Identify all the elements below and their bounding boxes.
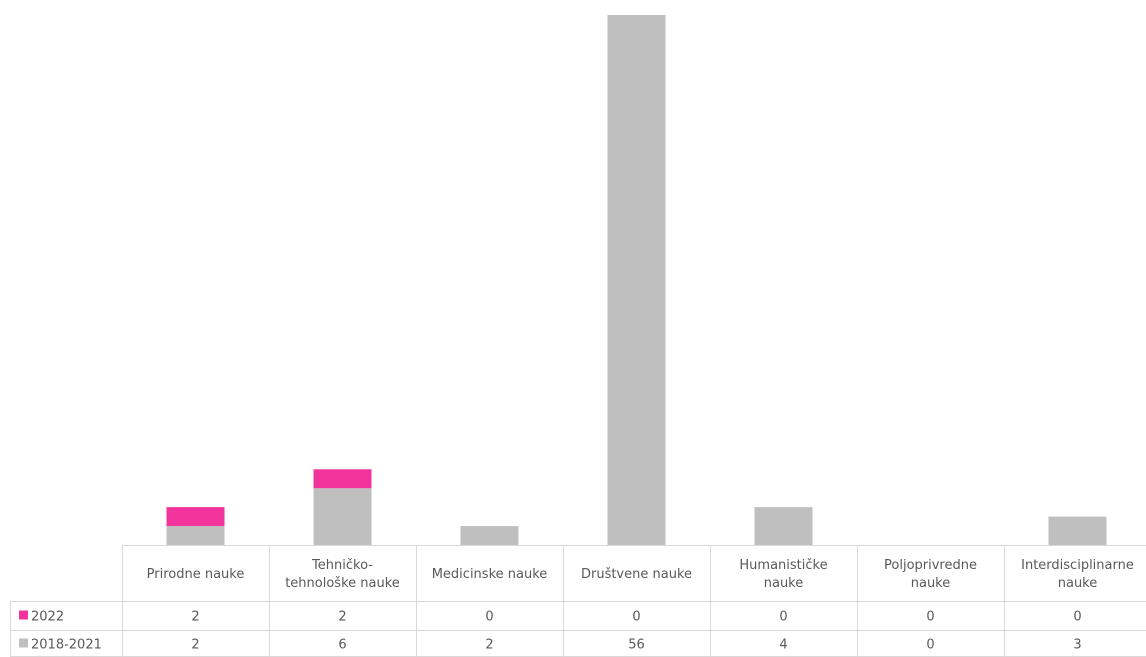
category-label: nauke [911, 576, 951, 591]
bar-2018-2021-1 [313, 488, 372, 545]
series-label: 2018-2021 [31, 638, 102, 653]
data-label-2022-4: 0 [779, 610, 787, 625]
data-label-2018-2021-3: 56 [628, 638, 645, 653]
bar-2022-0 [166, 507, 225, 527]
bar-2018-2021-6 [1048, 516, 1107, 545]
data-table: Prirodne nauke Tehničko-tehnološke nauke M… [10, 545, 1146, 657]
bars-layer [166, 15, 1107, 545]
data-label-2018-2021-2: 2 [485, 638, 493, 653]
category-label: nauke [764, 576, 804, 591]
series-label: 2022 [31, 610, 64, 625]
bar-2018-2021-3 [607, 15, 666, 545]
data-label-2018-2021-1: 6 [338, 638, 346, 653]
data-label-2018-2021-0: 2 [191, 638, 199, 653]
category-label: Interdisciplinarne [1021, 558, 1134, 573]
category-label: tehnološke nauke [285, 576, 400, 591]
category-label: Poljoprivredne [884, 558, 977, 573]
category-label: Društvene nauke [581, 567, 692, 582]
bar-2018-2021-4 [754, 507, 813, 545]
legend-key-2022 [19, 610, 28, 620]
data-label-2022-5: 0 [926, 610, 934, 625]
bar-2018-2021-0 [166, 526, 225, 545]
data-label-2022-3: 0 [632, 610, 640, 625]
category-label: Tehničko- [311, 558, 373, 573]
data-label-2018-2021-4: 4 [779, 638, 787, 653]
category-label: Humanističke [739, 558, 827, 573]
data-label-2018-2021-5: 0 [926, 638, 934, 653]
bar-2022-1 [313, 469, 372, 489]
category-label: Medicinske nauke [432, 567, 548, 582]
legend-key-2018-2021 [19, 638, 28, 648]
data-label-2018-2021-6: 3 [1073, 638, 1081, 653]
data-label-2022-1: 2 [338, 610, 346, 625]
category-label: Prirodne nauke [147, 567, 245, 582]
data-label-2022-2: 0 [485, 610, 493, 625]
data-label-2022-0: 2 [191, 610, 199, 625]
category-label: nauke [1058, 576, 1098, 591]
data-label-2022-6: 0 [1073, 610, 1081, 625]
bar-2018-2021-2 [460, 526, 519, 545]
